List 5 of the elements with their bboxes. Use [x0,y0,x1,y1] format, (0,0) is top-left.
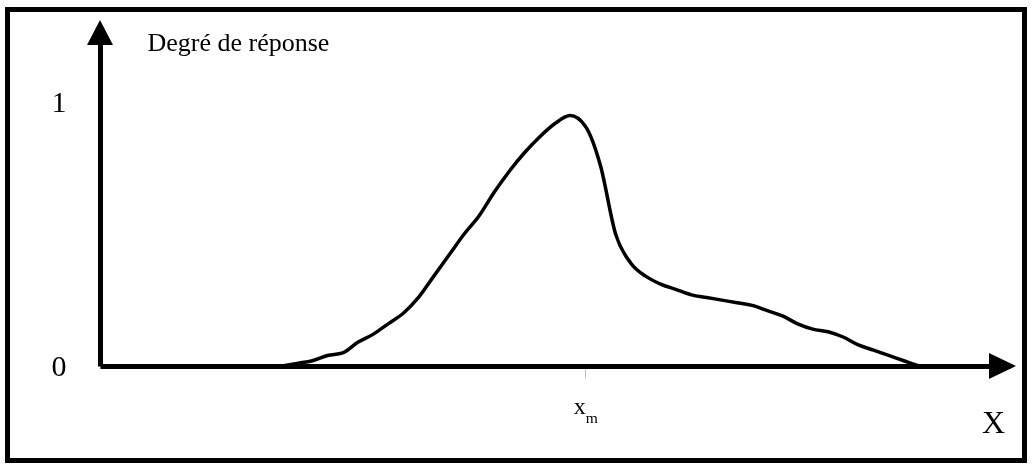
y-tick-label: 0 [51,348,67,382]
y-axis-title: Degré de réponse [147,27,330,57]
y-tick-label: 1 [51,84,67,118]
x-axis-title: X [981,403,1006,440]
x-tick-label: x$_{m}$ [573,392,598,425]
